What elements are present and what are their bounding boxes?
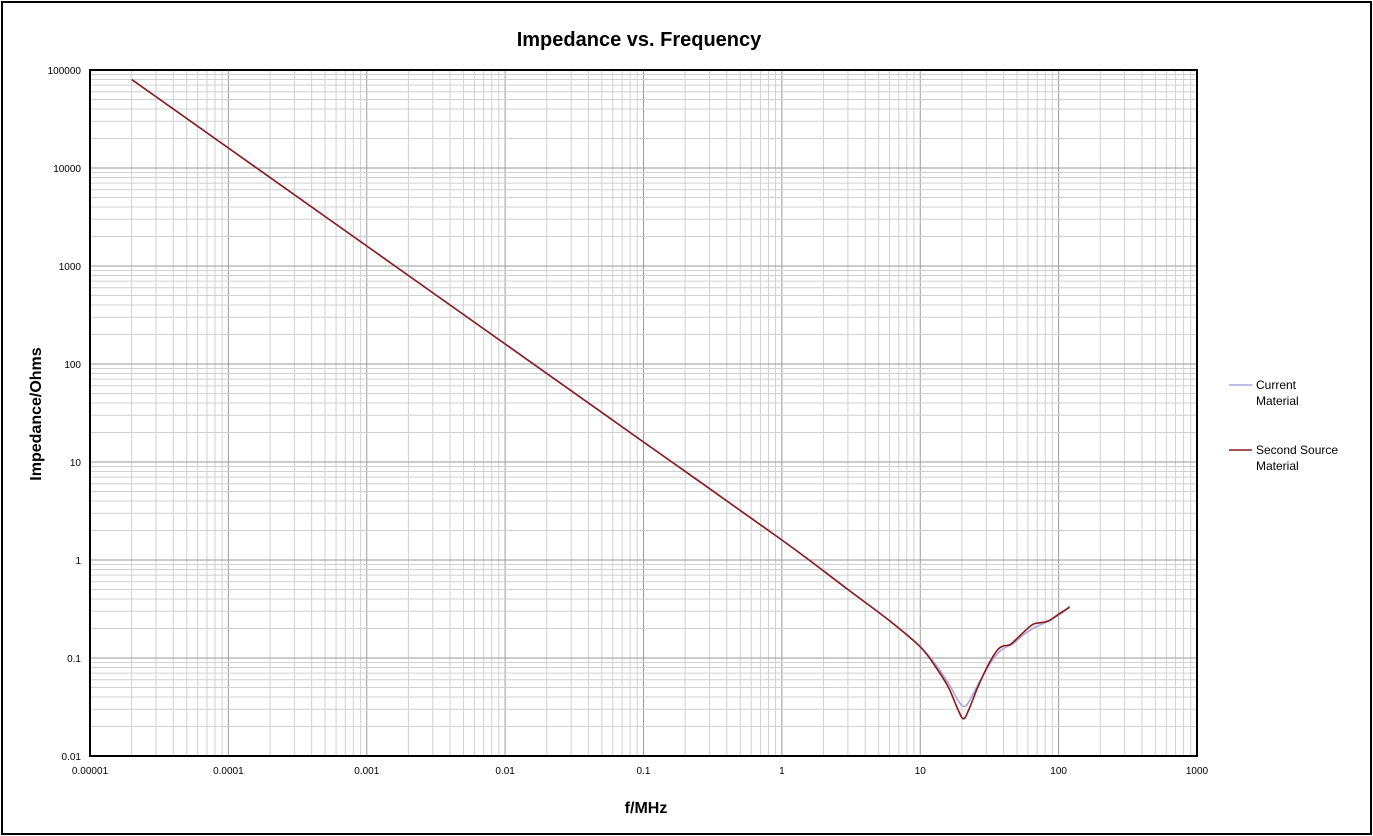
x-tick-label: 10 [915,766,927,777]
y-tick-label: 10 [70,458,82,469]
y-tick-label: 1 [75,556,81,567]
y-tick-label: 100000 [48,66,82,77]
legend-label: Second Source Material [1256,443,1338,473]
x-axis-label: f/MHz [625,800,668,817]
x-tick-label: 100 [1050,766,1067,777]
chart-title: Impedance vs. Frequency [517,29,762,51]
series-lines [131,78,1071,720]
legend: Current Material Second Source Material [1229,378,1338,473]
impedance-chart: Impedance vs. Frequency Impedance/Ohms f… [28,29,1338,817]
x-tick-label: 1 [779,766,785,777]
series-line-second-source-material [131,78,1071,720]
tick-labels: 0.00001 0.0001 0.001 0.01 0.1 1 10 100 1000 0.01 0… [48,66,1209,777]
x-tick-label: 0.01 [495,766,515,777]
x-tick-label: 0.00001 [72,766,109,777]
y-tick-label: 1000 [59,262,82,273]
plot-area-border [89,69,1198,757]
x-tick-label: 0.1 [637,766,651,777]
legend-label: Current Material [1256,378,1299,408]
y-axis-label: Impedance/Ohms [28,347,45,480]
x-tick-label: 1000 [1186,766,1209,777]
y-tick-label: 0.1 [67,654,81,665]
x-tick-label: 0.0001 [213,766,244,777]
grid-lines [89,70,1197,757]
y-tick-label: 0.01 [62,752,82,763]
y-tick-label: 10000 [53,164,81,175]
y-tick-label: 100 [64,360,81,371]
x-tick-label: 0.001 [354,766,379,777]
